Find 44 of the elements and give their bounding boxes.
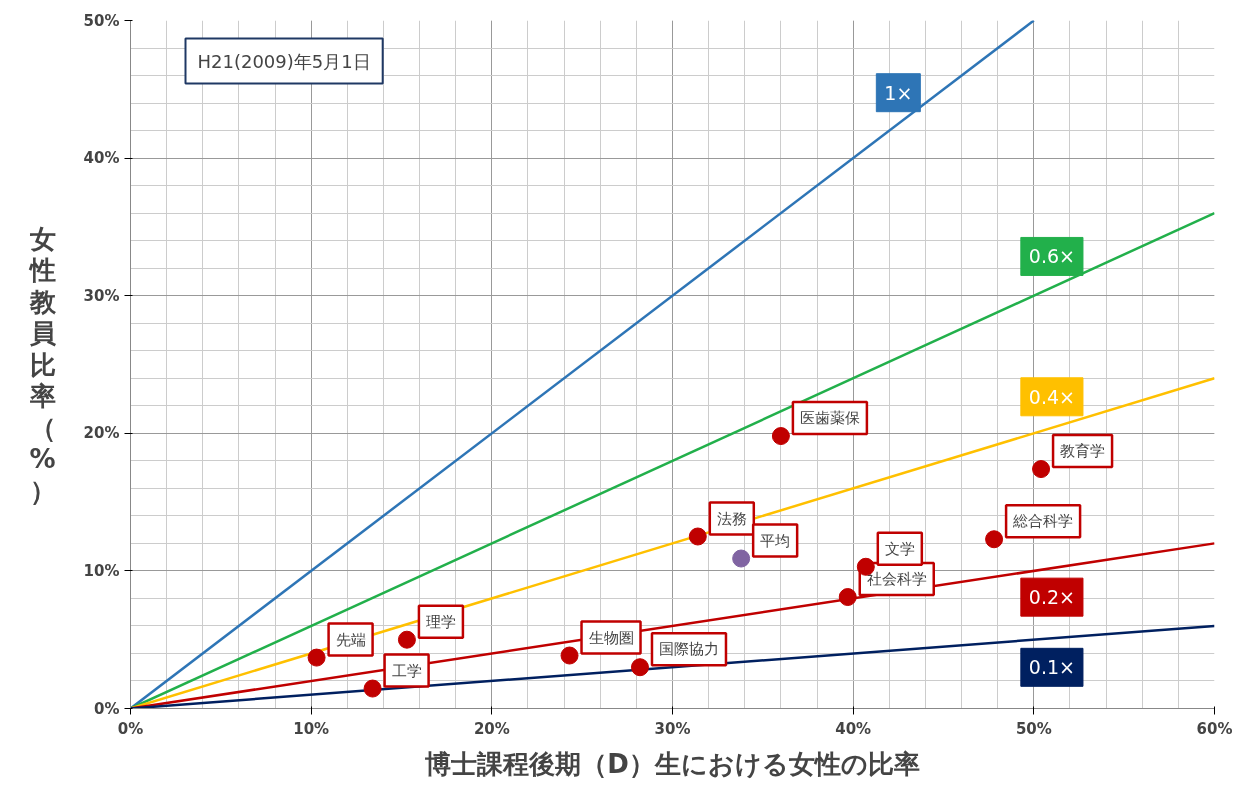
- annotation: 先端: [335, 630, 366, 649]
- annotation: 法務: [716, 509, 747, 528]
- x-tick-label: 60%: [1196, 719, 1233, 738]
- point: [560, 646, 579, 665]
- annotation: 医歯薬保: [799, 409, 860, 428]
- x-tick-label: 0%: [117, 719, 144, 738]
- x-tick-label: 10%: [293, 719, 330, 738]
- point: [732, 549, 751, 568]
- annotation: 社会科学: [866, 570, 927, 589]
- point: [771, 427, 790, 446]
- annotation: 理学: [425, 612, 456, 631]
- y-tick-label: 50%: [83, 11, 120, 30]
- annotation: 総合科学: [1012, 512, 1074, 531]
- point: [630, 658, 649, 677]
- y-tick-label: 30%: [83, 286, 120, 305]
- annotation: 教育学: [1060, 442, 1106, 461]
- annotation: 国際協力: [658, 640, 719, 659]
- series-label: 1×: [884, 81, 913, 104]
- series-label: 0.4×: [1028, 385, 1075, 408]
- y-tick-label: 40%: [83, 149, 120, 168]
- text: 女性教員比率（%）: [29, 223, 56, 506]
- annotation: 文学: [884, 539, 915, 558]
- annotation: 平均: [760, 531, 791, 550]
- series-label: 0.2×: [1028, 586, 1075, 609]
- point: [363, 679, 382, 698]
- x-tick-label: 20%: [473, 719, 510, 738]
- series-label: 0.6×: [1028, 245, 1075, 268]
- y-tick-label: 0%: [94, 699, 120, 718]
- point: [688, 527, 707, 546]
- x-tick-label: 50%: [1015, 719, 1052, 738]
- point: [1032, 460, 1051, 479]
- x-axis-title: 博士課程後期（D）生における女性の比率: [424, 748, 920, 779]
- point: [307, 648, 326, 667]
- point: [838, 588, 857, 607]
- annotation: 生物圏: [588, 628, 634, 647]
- point: [397, 630, 416, 649]
- x-tick-label: 30%: [654, 719, 691, 738]
- point: [985, 530, 1004, 549]
- x-tick-label: 40%: [835, 719, 872, 738]
- annotation: H21(2009)年5月1日: [197, 50, 371, 72]
- y-tick-label: 10%: [83, 561, 120, 580]
- series-label: 0.1×: [1028, 656, 1075, 679]
- y-tick-label: 20%: [83, 424, 120, 443]
- annotation: 工学: [391, 661, 422, 680]
